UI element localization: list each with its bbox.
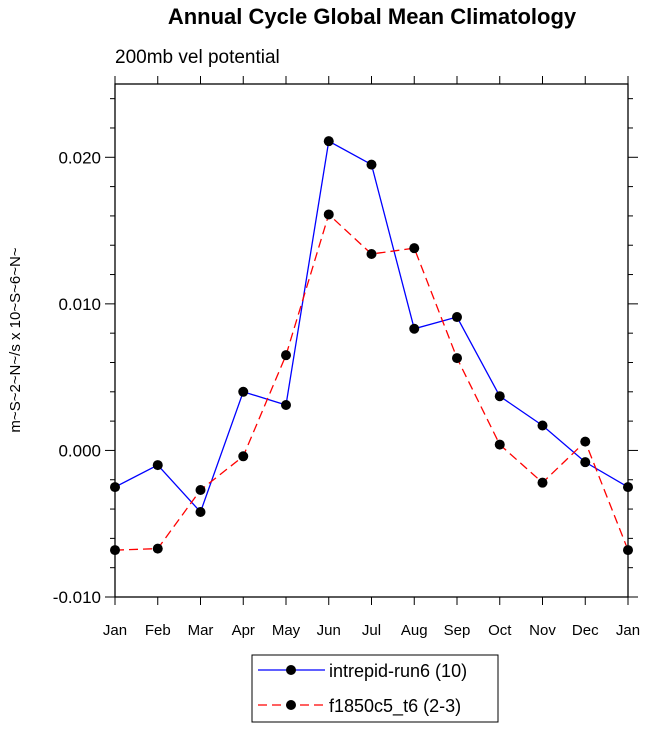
data-point-series-1 xyxy=(195,485,206,496)
data-point-series-0 xyxy=(452,312,462,323)
x-tick-label: Jul xyxy=(362,622,381,639)
series-line-0 xyxy=(114,140,629,514)
data-point-series-1 xyxy=(452,353,462,364)
data-point-series-1 xyxy=(494,439,505,450)
data-point-series-0 xyxy=(195,506,206,517)
data-point-series-0 xyxy=(238,386,249,397)
data-point-series-1 xyxy=(110,545,120,556)
x-tick-label: Jun xyxy=(317,622,341,639)
x-tick-label: Mar xyxy=(188,622,214,639)
chart-subtitle: 200mb vel potential xyxy=(115,47,280,68)
data-point-series-1 xyxy=(281,350,291,361)
x-tick-label: Jan xyxy=(616,622,640,639)
x-tick-label: Sep xyxy=(444,622,471,639)
y-tick-label: -0.010 xyxy=(53,588,101,607)
chart-title: Annual Cycle Global Mean Climatology xyxy=(168,4,577,29)
data-point-series-0 xyxy=(623,482,633,493)
x-tick-label: Oct xyxy=(488,622,512,639)
data-point-series-1 xyxy=(409,243,420,254)
legend-marker-red xyxy=(286,700,296,710)
data-point-series-1 xyxy=(580,436,591,447)
data-point-series-1 xyxy=(152,543,163,554)
x-tick-label: May xyxy=(272,622,301,639)
legend-label-1: f1850c5_t6 (2-3) xyxy=(329,696,461,717)
y-tick-label: 0.010 xyxy=(58,295,101,314)
data-point-series-0 xyxy=(366,159,377,170)
x-tick-label: Aug xyxy=(401,622,428,639)
data-point-series-0 xyxy=(152,460,163,471)
x-tick-label: Apr xyxy=(232,622,255,639)
x-tick-label: Feb xyxy=(145,622,171,639)
data-point-series-0 xyxy=(494,391,505,402)
y-tick-label: 0.000 xyxy=(58,441,101,460)
data-point-series-1 xyxy=(366,249,377,260)
data-point-series-1 xyxy=(537,477,548,488)
data-point-series-0 xyxy=(409,323,420,334)
y-axis-label: m~S~2~N~/s x 10~S~6~N~ xyxy=(7,247,24,432)
legend-label-0: intrepid-run6 (10) xyxy=(329,661,467,681)
x-tick-label: Dec xyxy=(572,622,599,639)
data-point-series-0 xyxy=(110,482,120,493)
data-point-series-0 xyxy=(580,457,591,468)
legend: intrepid-run6 (10) f1850c5_t6 (2-3) xyxy=(251,654,499,723)
legend-marker-blue xyxy=(286,665,296,675)
data-point-series-1 xyxy=(623,545,633,556)
x-tick-label: Nov xyxy=(529,622,556,639)
data-point-series-0 xyxy=(537,420,548,431)
data-point-series-1 xyxy=(323,209,334,220)
data-point-series-0 xyxy=(281,399,291,410)
series-line-1 xyxy=(114,213,629,551)
data-point-series-0 xyxy=(323,136,334,147)
x-tick-label: Jan xyxy=(103,622,127,639)
y-tick-label: 0.020 xyxy=(58,148,101,167)
data-point-series-1 xyxy=(238,451,249,462)
